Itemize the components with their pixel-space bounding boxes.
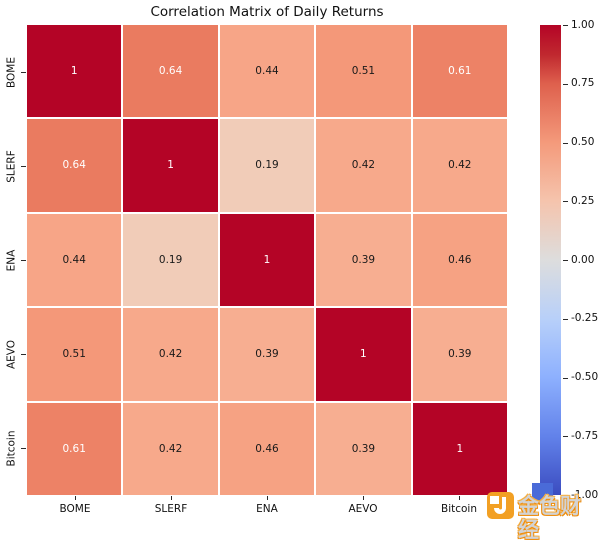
watermark-blue-square: [532, 483, 553, 503]
x-tick-mark: [363, 496, 364, 500]
heatmap-cell: 0.44: [219, 25, 315, 118]
col-label: SLERF: [154, 503, 188, 515]
heatmap-cell: 1: [123, 119, 218, 212]
watermark-text: 金色财经: [518, 494, 581, 542]
heatmap-cell: 0.46: [219, 402, 315, 495]
heatmap-cell: 0.51: [316, 25, 411, 118]
colorbar: [540, 25, 561, 495]
heatmap-cell: 0.19: [123, 213, 218, 307]
chart-title: Correlation Matrix of Daily Returns: [150, 4, 384, 20]
heatmap-cell: 0.42: [123, 308, 218, 401]
colorbar-tick-mark: [563, 201, 568, 203]
heatmap-cell: 1: [316, 308, 411, 401]
heatmap-cell: 0.19: [219, 119, 315, 212]
row-label: AEVO: [5, 339, 18, 369]
heatmap-cell: 0.64: [123, 25, 218, 118]
correlation-heatmap-figure: Correlation Matrix of Daily Returns 1 0.6…: [5, 4, 600, 542]
colorbar-tick-label: -0.25: [571, 312, 599, 325]
colorbar-tick-label: -0.50: [571, 371, 599, 383]
heatmap-cell: 0.61: [27, 402, 122, 495]
heatmap-cell: 0.42: [316, 119, 411, 212]
heatmap-cell: 1: [27, 25, 122, 118]
colorbar-tick-mark: [563, 436, 568, 438]
col-label: Bitcoin: [440, 503, 477, 515]
heatmap-cell: 0.51: [27, 308, 122, 401]
heatmap-cell: 0.46: [412, 213, 507, 307]
heatmap-cell: 0.61: [412, 25, 507, 118]
colorbar-tick-label: 0.00: [571, 253, 595, 266]
colorbar-tick-mark: [563, 260, 568, 261]
row-label: BOME: [5, 56, 18, 88]
watermark: 金色财经: [487, 483, 600, 542]
y-tick-mark: [21, 354, 26, 355]
row-label: ENA: [5, 249, 18, 271]
x-tick-mark: [75, 496, 76, 500]
colorbar-tick-label: 0.75: [571, 77, 595, 90]
colorbar-tick-label: -1.00: [571, 488, 599, 501]
row-label: Bitcoin: [5, 430, 18, 467]
colorbar-tick-mark: [563, 495, 568, 496]
x-tick-mark: [459, 496, 460, 500]
jinse-logo-icon: [487, 492, 514, 519]
colorbar-tick-mark: [563, 318, 568, 320]
row-label: SLERF: [5, 149, 18, 183]
y-tick-mark: [21, 448, 26, 449]
colorbar-tick-mark: [563, 25, 568, 26]
colorbar-tick-mark: [563, 377, 568, 379]
heatmap-cell: 0.42: [123, 402, 218, 495]
heatmap-cell: 0.44: [27, 213, 122, 307]
col-label: AEVO: [348, 503, 378, 515]
heatmap-cell: 1: [219, 213, 315, 307]
heatmap-cell: 0.39: [316, 402, 411, 495]
colorbar-tick-label: 0.25: [571, 194, 595, 207]
heatmap-cell: 1: [412, 402, 507, 495]
colorbar-tick-label: 1.00: [571, 18, 595, 31]
y-tick-mark: [21, 166, 26, 167]
heatmap-cell: 0.39: [219, 308, 315, 401]
heatmap-cell: 0.42: [412, 119, 507, 212]
colorbar-tick-label: 0.50: [571, 136, 595, 148]
y-tick-mark: [21, 260, 26, 261]
col-label: ENA: [256, 503, 278, 515]
heatmap-cell: 0.64: [27, 119, 122, 212]
heatmap-grid: 1 0.64 0.44 0.51 0.61 0.64 1 0.19 0.42 0.42 0.44 0.…: [27, 25, 507, 495]
x-tick-mark: [171, 496, 172, 500]
heatmap-cell: 0.39: [412, 308, 507, 401]
y-tick-mark: [21, 72, 26, 73]
colorbar-tick-mark: [563, 83, 568, 85]
heatmap-cell: 0.39: [316, 213, 411, 307]
colorbar-tick-label: -0.75: [571, 429, 599, 442]
colorbar-tick-mark: [563, 142, 568, 144]
col-label: BOME: [59, 503, 91, 515]
x-tick-mark: [267, 496, 268, 500]
